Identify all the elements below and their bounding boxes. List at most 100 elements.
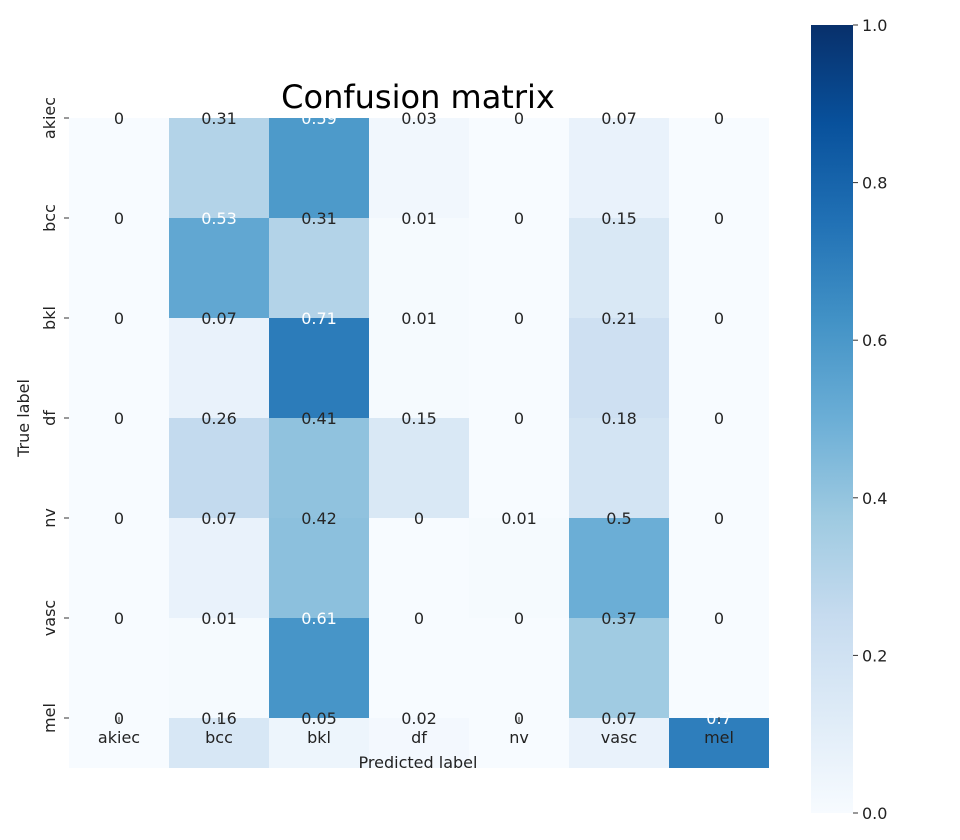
cell-value-label: 0.41 <box>301 409 337 428</box>
cell-value-label: 0 <box>514 409 524 428</box>
heatmap-cell <box>369 618 469 718</box>
y-axis-ticks: akiec bcc bkl df nv vasc mel <box>40 97 69 733</box>
cell-value-label: 0 <box>414 609 424 628</box>
heatmap-cell <box>269 518 369 618</box>
cell-value-label: 0 <box>514 109 524 128</box>
heatmap-cell <box>169 418 269 518</box>
cell-value-label: 0 <box>114 609 124 628</box>
heatmap-cell <box>269 318 369 418</box>
cell-value-label: 0.5 <box>606 509 631 528</box>
colorbar-tick-label: 1.0 <box>862 16 887 35</box>
heatmap-cells <box>69 118 769 768</box>
heatmap-cell <box>69 318 169 418</box>
heatmap-cell <box>469 118 569 218</box>
x-axis-ticks: akiec bcc bkl df nv vasc mel <box>98 717 734 747</box>
heatmap-cell <box>169 518 269 618</box>
x-tick-label: bcc <box>205 728 233 747</box>
heatmap-cell <box>669 118 769 218</box>
cell-value-label: 0 <box>514 609 524 628</box>
cell-value-label: 0 <box>714 409 724 428</box>
heatmap-cell <box>269 718 369 768</box>
cell-value-label: 0.15 <box>401 409 437 428</box>
y-tick-label: vasc <box>40 600 59 636</box>
heatmap-cell <box>269 618 369 718</box>
heatmap-cell <box>169 618 269 718</box>
cell-value-label: 0 <box>114 209 124 228</box>
cell-value-label: 0 <box>714 509 724 528</box>
cell-value-label: 0 <box>114 509 124 528</box>
heatmap-cell <box>569 518 669 618</box>
cell-value-label: 0.07 <box>201 509 237 528</box>
heatmap-cell <box>69 518 169 618</box>
heatmap-cell <box>469 718 569 768</box>
cell-value-label: 0.42 <box>301 509 337 528</box>
y-tick-label: mel <box>40 703 59 733</box>
heatmap-cell <box>569 718 669 768</box>
heatmap-cell <box>69 118 169 218</box>
cell-value-label: 0 <box>114 409 124 428</box>
cell-value-label: 0 <box>114 309 124 328</box>
cell-value-label: 0.03 <box>401 109 437 128</box>
cell-value-label: 0.18 <box>601 409 637 428</box>
y-tick-label: akiec <box>40 97 59 139</box>
cell-value-label: 0.59 <box>301 109 337 128</box>
colorbar-tick-label: 0.4 <box>862 489 887 508</box>
cell-value-label: 0.15 <box>601 209 637 228</box>
heatmap-cell <box>669 618 769 718</box>
cell-value-label: 0 <box>714 309 724 328</box>
heatmap-cell <box>169 718 269 768</box>
heatmap-cell <box>169 318 269 418</box>
heatmap-cell <box>669 518 769 618</box>
colorbar-tick-label: 0.2 <box>862 646 887 665</box>
heatmap-cell <box>69 418 169 518</box>
heatmap-cell <box>369 418 469 518</box>
heatmap-cell <box>669 718 769 768</box>
heatmap-cell <box>369 318 469 418</box>
cell-value-label: 0.01 <box>401 209 437 228</box>
heatmap-cell <box>69 218 169 318</box>
cell-value-label: 0.31 <box>201 109 237 128</box>
cell-value-label: 0.37 <box>601 609 637 628</box>
cell-value-label: 0.01 <box>501 509 537 528</box>
x-tick-label: nv <box>509 728 529 747</box>
heatmap-cell <box>69 618 169 718</box>
cell-value-label: 0 <box>514 309 524 328</box>
heatmap-cell <box>469 318 569 418</box>
cell-value-label: 0 <box>514 209 524 228</box>
cell-value-label: 0.01 <box>401 309 437 328</box>
heatmap-cell <box>569 118 669 218</box>
y-tick-label: bkl <box>40 306 59 330</box>
heatmap-cell <box>569 218 669 318</box>
heatmap-cell <box>369 218 469 318</box>
cell-value-label: 0.61 <box>301 609 337 628</box>
y-axis-label: True label <box>14 379 33 458</box>
y-tick-label: df <box>40 410 59 426</box>
colorbar-tick-label: 0.6 <box>862 331 887 350</box>
heatmap-cell <box>169 118 269 218</box>
heatmap-cell <box>569 318 669 418</box>
y-tick-label: nv <box>40 508 59 528</box>
x-tick-label: vasc <box>601 728 637 747</box>
heatmap-cell <box>569 418 669 518</box>
heatmap-cell <box>469 218 569 318</box>
colorbar-ticks: 0.0 0.2 0.4 0.6 0.8 1.0 <box>853 16 887 823</box>
cell-value-label: 0.07 <box>601 109 637 128</box>
heatmap-cell <box>469 618 569 718</box>
heatmap-cell <box>469 418 569 518</box>
cell-value-label: 0.07 <box>201 309 237 328</box>
cell-value-label: 0 <box>714 109 724 128</box>
heatmap-cell <box>269 118 369 218</box>
heatmap-cell <box>669 218 769 318</box>
heatmap-cell <box>369 718 469 768</box>
heatmap-cell <box>469 518 569 618</box>
cell-value-label: 0.26 <box>201 409 237 428</box>
x-tick-label: mel <box>704 728 734 747</box>
colorbar <box>811 25 853 813</box>
colorbar-tick-label: 0.8 <box>862 174 887 193</box>
colorbar-tick-label: 0.0 <box>862 804 887 823</box>
cell-value-label: 0.01 <box>201 609 237 628</box>
cell-value-label: 0 <box>714 609 724 628</box>
cell-value-label: 0.53 <box>201 209 237 228</box>
heatmap-cell <box>169 218 269 318</box>
